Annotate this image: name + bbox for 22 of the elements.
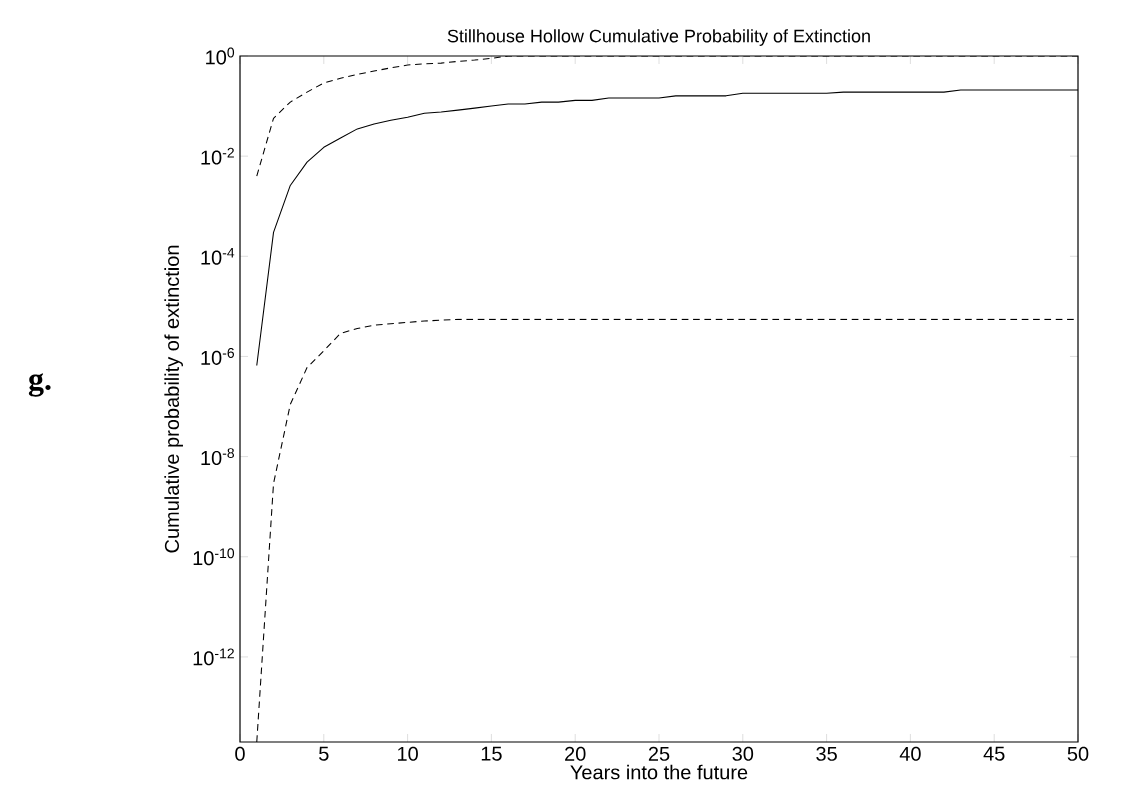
y-tick-label: 10$^{-8}$: [201, 448, 235, 466]
y-tick-label: 10$^{-6}$: [201, 347, 235, 365]
y-tick-label: 10$^{-2}$: [201, 147, 234, 165]
y-tick-label: 10$^{-10}$: [193, 548, 235, 566]
y-tick-label: 10$^{-4}$: [201, 247, 235, 265]
text: g.: [28, 373, 51, 397]
x-tick-label: 10: [398, 746, 418, 761]
chart-title: Stillhouse Hollow Cumulative Probability of Extinction: [447, 29, 870, 46]
x-tick-label: 15: [481, 746, 502, 761]
y-tick-label: 10$^{-12}$: [193, 648, 234, 666]
y-axis-title: Cumulative probability of extinction: [164, 245, 183, 553]
x-tick-label: 50: [1067, 746, 1089, 761]
x-tick-label: 0: [235, 746, 245, 761]
x-tick-label: 25: [648, 746, 670, 761]
x-tick-label: 40: [899, 746, 921, 761]
x-tick-label: 35: [816, 746, 837, 761]
x-tick-label: 45: [983, 746, 1005, 761]
x-tick-label: 20: [565, 746, 586, 761]
x-tick-label: 30: [732, 746, 754, 761]
x-tick-label: 5: [319, 746, 329, 761]
y-tick-label: 10$^{0}$: [206, 47, 235, 65]
x-axis-title: Years into the future: [570, 764, 748, 780]
